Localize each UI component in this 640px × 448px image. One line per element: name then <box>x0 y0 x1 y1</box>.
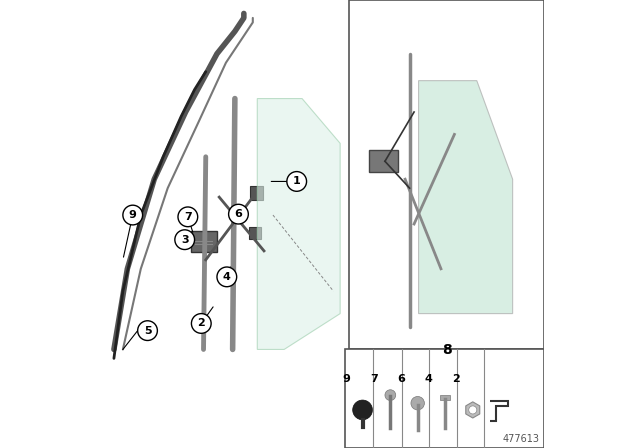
Circle shape <box>138 321 157 340</box>
FancyBboxPatch shape <box>249 227 261 239</box>
Text: 1: 1 <box>293 177 301 186</box>
FancyBboxPatch shape <box>369 150 398 172</box>
Text: 6: 6 <box>397 374 405 383</box>
Text: 9: 9 <box>129 210 137 220</box>
Text: 4: 4 <box>424 374 433 383</box>
Polygon shape <box>419 81 513 314</box>
Circle shape <box>353 400 372 420</box>
Circle shape <box>287 172 307 191</box>
Circle shape <box>178 207 198 227</box>
Circle shape <box>123 205 143 225</box>
FancyBboxPatch shape <box>345 349 544 448</box>
Circle shape <box>385 390 396 401</box>
Circle shape <box>411 396 424 410</box>
FancyBboxPatch shape <box>440 395 451 400</box>
Text: 9: 9 <box>342 374 350 383</box>
Text: 2: 2 <box>197 319 205 328</box>
Text: 6: 6 <box>234 209 243 219</box>
Text: 5: 5 <box>144 326 151 336</box>
Text: 3: 3 <box>181 235 189 245</box>
Circle shape <box>468 406 477 414</box>
Circle shape <box>228 204 248 224</box>
Polygon shape <box>257 99 340 349</box>
Polygon shape <box>466 402 480 418</box>
Text: 7: 7 <box>184 212 192 222</box>
Text: 4: 4 <box>223 272 231 282</box>
Circle shape <box>217 267 237 287</box>
FancyBboxPatch shape <box>222 271 234 284</box>
Text: 2: 2 <box>452 374 460 383</box>
Text: 477613: 477613 <box>502 434 540 444</box>
Circle shape <box>191 314 211 333</box>
FancyBboxPatch shape <box>349 0 544 349</box>
Text: 8: 8 <box>442 343 451 357</box>
Circle shape <box>175 230 195 250</box>
FancyBboxPatch shape <box>250 186 262 200</box>
FancyBboxPatch shape <box>191 231 217 252</box>
Text: 7: 7 <box>370 374 378 383</box>
